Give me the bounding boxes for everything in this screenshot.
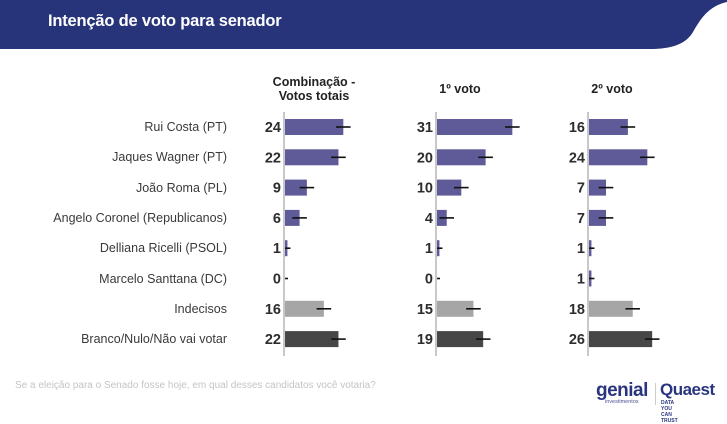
logo-divider: [655, 383, 656, 405]
quaest-logo-subtitle: DATA YOU CAN TRUST: [661, 400, 678, 424]
bar: [589, 331, 653, 348]
value-label: 16: [569, 120, 585, 136]
value-label: 1: [425, 241, 433, 257]
genial-logo: genial: [596, 380, 648, 401]
value-label: 26: [569, 332, 585, 348]
category-label: Rui Costa (PT): [144, 120, 227, 134]
column-title: 1º voto: [439, 82, 481, 96]
bar: [437, 331, 484, 348]
value-label: 1: [577, 241, 585, 257]
category-label: Jaques Wagner (PT): [112, 150, 227, 165]
category-label: Angelo Coronel (Republicanos): [53, 210, 227, 225]
value-label: 9: [273, 181, 281, 197]
quaest-logo: Quaest: [660, 380, 715, 399]
value-label: 19: [417, 332, 433, 348]
value-label: 20: [417, 150, 433, 166]
value-label: 0: [273, 272, 281, 288]
column-title: Votos totais: [279, 89, 350, 103]
category-label: Marcelo Santtana (DC): [99, 271, 227, 286]
value-label: 18: [569, 302, 585, 318]
bar: [285, 179, 307, 196]
category-label: Indecisos: [174, 301, 227, 316]
bar: [437, 119, 513, 135]
category-label: Delliana Ricelli (PSOL): [99, 241, 227, 256]
value-label: 16: [265, 302, 281, 318]
footnote-question: Se a eleição para o Senado fosse hoje, e…: [15, 380, 376, 391]
value-label: 1: [577, 272, 585, 288]
value-label: 10: [417, 181, 433, 197]
bar: [589, 300, 633, 317]
value-label: 7: [577, 181, 585, 197]
bar: [285, 209, 300, 226]
category-label: João Roma (PL): [135, 180, 227, 195]
bar: [589, 119, 628, 135]
bar: [285, 331, 339, 348]
bar: [589, 179, 607, 196]
value-label: 22: [265, 150, 281, 166]
bar: [437, 300, 474, 317]
value-label: 1: [273, 241, 281, 257]
column-title: Combinação -: [273, 75, 356, 89]
value-label: 6: [273, 211, 281, 227]
value-label: 15: [417, 302, 433, 318]
bar: [285, 119, 344, 135]
category-label: Branco/Nulo/Não vai votar: [81, 332, 227, 347]
value-label: 24: [569, 150, 585, 166]
bar: [589, 149, 648, 166]
bar: [285, 300, 324, 317]
value-label: 24: [265, 120, 281, 136]
header-banner: Intenção de voto para senador: [0, 0, 727, 50]
value-label: 22: [265, 332, 281, 348]
header-background: [0, 0, 727, 49]
value-label: 4: [425, 211, 433, 227]
value-label: 0: [425, 272, 433, 288]
bar: [437, 179, 462, 196]
genial-logo-subtitle: investimentos: [605, 399, 639, 405]
column-title: 2º voto: [591, 82, 633, 96]
page-title: Intenção de voto para senador: [48, 12, 282, 30]
bar: [589, 209, 607, 226]
bar: [437, 149, 486, 166]
bar: [285, 149, 339, 166]
value-label: 7: [577, 211, 585, 227]
value-label: 31: [417, 120, 433, 136]
